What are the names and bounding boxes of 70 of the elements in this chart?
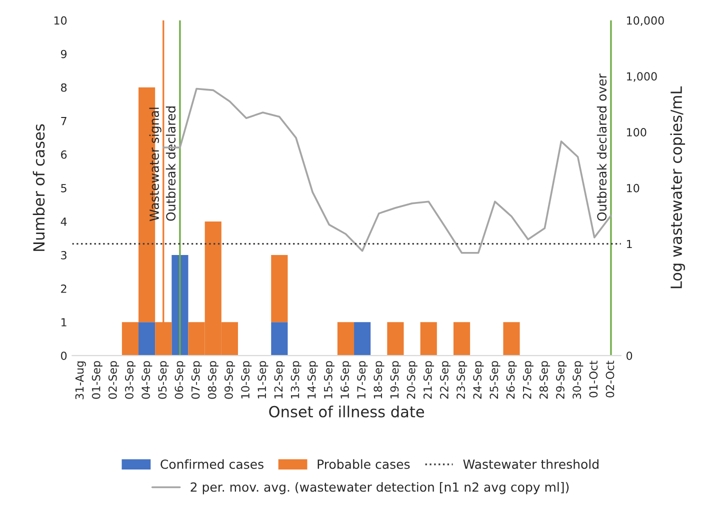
x-tick-label: 04-Sep [142, 361, 152, 399]
bar [387, 322, 404, 356]
y-tick-label: 1 [61, 318, 66, 326]
y-tick-label: 9 [60, 50, 67, 58]
x-tick-label: 11-Sep [258, 361, 268, 398]
x-tick-label: 15-Sep [324, 361, 335, 398]
bar [271, 255, 288, 322]
y-tick-label: 4 [60, 218, 67, 226]
x-tick-label: 26-Sep [506, 361, 517, 399]
x-tick-label: 10-Sep [241, 361, 252, 398]
bar [122, 322, 139, 356]
legend-label: Confirmed cases [160, 459, 264, 469]
x-tick-label: 05-Sep [158, 361, 169, 399]
x-tick-label: 19-Sep [390, 361, 401, 398]
x-tick-label: 07-Sep [191, 361, 202, 399]
bar [420, 322, 437, 356]
ref-line-label: Outbreak declared [166, 106, 176, 221]
y-tick-label: 7 [61, 117, 66, 126]
bar [503, 322, 520, 356]
x-tick-label: 17-Sep [357, 361, 368, 398]
legend-label: Probable cases [318, 459, 410, 469]
y-tick-label: 0 [61, 352, 67, 360]
legend-label: Wastewater threshold [463, 459, 598, 469]
x-axis-title: Onset of illness date [269, 406, 424, 418]
x-tick-label: 27-Sep [522, 361, 534, 399]
bar [453, 322, 470, 356]
x-tick-label: 01-Oct [589, 360, 598, 398]
y2-axis-title: Log wastewater copies/mL [670, 86, 685, 288]
x-tick-label: 12-Sep [274, 361, 285, 398]
x-tick-label: 28-Sep [539, 361, 550, 399]
y2-tick-label: 10,000 [627, 16, 664, 26]
x-tick-label: 01-Sep [92, 361, 102, 399]
x-tick-label: 25-Sep [490, 361, 500, 399]
y-tick-label: 8 [61, 83, 67, 92]
x-tick-label: 03-Sep [125, 361, 136, 399]
x-tick-label: 09-Sep [224, 361, 236, 399]
y-tick-label: 6 [61, 150, 67, 159]
x-tick-label: 23-Sep [456, 361, 468, 399]
bar [354, 322, 371, 356]
x-tick-label: 31-Aug [75, 361, 86, 400]
bar [271, 322, 288, 356]
ref-line-label: Wastewater signal [149, 108, 162, 222]
x-tick-label: 30-Sep [572, 361, 584, 399]
bar [138, 322, 156, 356]
y2-tick-label: 100 [627, 128, 646, 136]
x-tick-label: 02-Sep [108, 361, 120, 399]
x-tick-label: 29-Sep [556, 361, 567, 399]
x-tick-label: 16-Sep [340, 361, 352, 398]
y-axis-title: Number of cases [32, 124, 45, 251]
x-tick-label: 14-Sep [307, 361, 318, 398]
x-tick-label: 18-Sep [374, 361, 384, 398]
x-tick-label: 02-Oct [606, 360, 614, 398]
y-tick-label: 2 [61, 284, 66, 293]
x-tick-label: 06-Sep [174, 361, 186, 399]
y-tick-label: 5 [61, 184, 66, 192]
x-tick-label: 20-Sep [406, 361, 418, 399]
bar [337, 322, 354, 356]
legend-label: 2 per. mov. avg. (wastewater detection [n1 n2 avg copy ml]) [190, 482, 569, 494]
x-tick-label: 22-Sep [440, 361, 451, 399]
y2-tick-label: 1 [627, 240, 632, 248]
x-tick-label: 08-Sep [208, 361, 218, 399]
ref-line-label: Outbreak declared over [596, 74, 607, 221]
y-tick-label: 3 [61, 250, 66, 260]
x-tick-label: 21-Sep [423, 361, 434, 399]
x-tick-label: 13-Sep [290, 361, 302, 398]
y2-tick-label: 0 [626, 352, 632, 360]
x-tick-label: 24-Sep [473, 361, 484, 399]
y2-tick-label: 1,000 [627, 72, 657, 82]
y-tick-label: 10 [54, 16, 67, 25]
y2-tick-label: 10 [627, 184, 640, 192]
